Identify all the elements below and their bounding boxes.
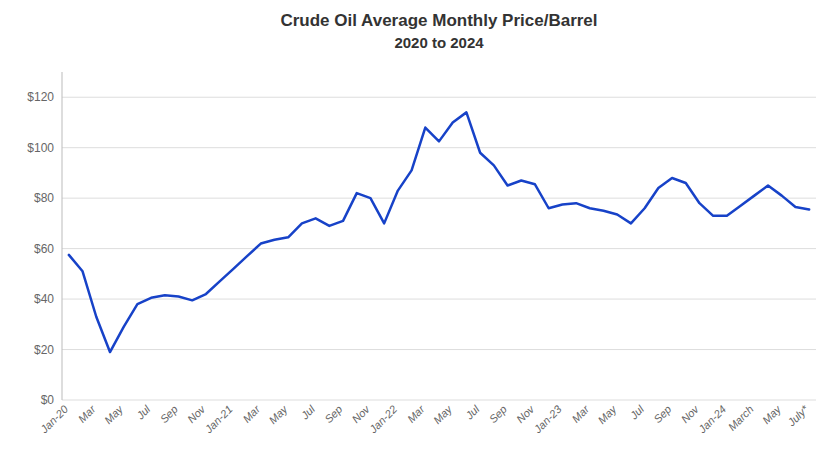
x-tick-label: Jan-24 (695, 403, 728, 436)
x-tick-label: Jan-20 (37, 402, 71, 436)
y-tick-label: $40 (34, 292, 54, 306)
x-tick-label: May (760, 402, 784, 426)
grid-line (62, 97, 816, 98)
x-tick-label: May (595, 402, 619, 426)
x-axis: Jan-20MarMayJulSepNovJan-21MarMayJulSepN… (37, 402, 811, 436)
price-line (69, 112, 809, 352)
x-tick-label: Jul (462, 403, 482, 423)
title: Crude Oil Average Monthly Price/Barrel (280, 11, 597, 30)
x-tick-label: Nov (679, 402, 702, 425)
x-tick-label: Mar (240, 402, 263, 425)
plot-area (69, 112, 809, 352)
grid-line (62, 248, 816, 249)
x-tick-label: Nov (350, 402, 373, 425)
x-tick-label: Sep (158, 403, 180, 425)
grid-line (62, 400, 816, 401)
subtitle: 2020 to 2024 (394, 34, 484, 51)
x-tick-label: Jan-22 (366, 403, 399, 436)
chart-svg: Crude Oil Average Monthly Price/Barrel 20… (0, 0, 840, 472)
x-tick-label: Jul (627, 403, 647, 423)
grid-line (62, 147, 816, 148)
x-tick-label: Nov (514, 402, 537, 425)
grid-line (62, 299, 816, 300)
x-tick-label: Sep (487, 403, 509, 425)
x-tick-label: Nov (185, 402, 208, 425)
x-tick-label: Mar (76, 402, 99, 425)
y-grid (62, 97, 816, 400)
y-tick-label: $120 (27, 90, 54, 104)
x-tick-label: Jan-21 (202, 403, 235, 436)
x-tick-label: May (266, 402, 290, 426)
x-tick-label: May (102, 402, 126, 426)
grid-line (62, 349, 816, 350)
x-tick-label: May (431, 402, 455, 426)
x-tick-label: Jul (133, 403, 153, 423)
x-tick-label: March (726, 403, 756, 433)
y-tick-label: $100 (27, 141, 54, 155)
x-tick-label: Mar (405, 402, 428, 425)
y-tick-label: $60 (34, 242, 54, 256)
y-tick-label: $0 (41, 393, 55, 407)
chart-container: Crude Oil Average Monthly Price/Barrel 20… (0, 0, 840, 472)
y-axis-line (62, 72, 63, 400)
x-tick-label: Sep (322, 403, 344, 425)
y-tick-label: $20 (34, 343, 54, 357)
x-tick-label: Mar (569, 402, 592, 425)
x-tick-label: Jul (298, 403, 318, 423)
y-tick-label: $80 (34, 191, 54, 205)
x-tick-label: Sep (651, 403, 673, 425)
x-tick-label: Jan-23 (531, 402, 565, 436)
x-tick-label: July* (785, 402, 812, 429)
grid-line (62, 198, 816, 199)
